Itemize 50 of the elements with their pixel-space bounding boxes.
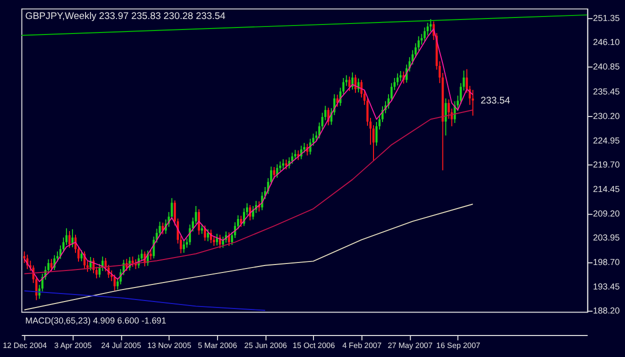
candlestick bbox=[273, 166, 276, 180]
candlestick bbox=[50, 258, 52, 272]
y-tick-label: 198.70 bbox=[593, 257, 620, 268]
line-series bbox=[24, 110, 474, 274]
x-tick-label: 4 Feb 2007 bbox=[342, 341, 382, 350]
y-tick-label: 188.20 bbox=[593, 306, 620, 316]
y-tick-label: 230.20 bbox=[593, 110, 620, 121]
candlestick bbox=[68, 230, 71, 248]
candlestick bbox=[285, 159, 288, 170]
x-tick-label: 15 Oct 2006 bbox=[292, 341, 335, 350]
candlestick bbox=[132, 256, 134, 268]
x-tick-label: 24 Jul 2005 bbox=[101, 341, 142, 350]
text: MACD(30,65,23) 4.909 6.600 -1.691 bbox=[25, 315, 166, 326]
candlestick bbox=[162, 222, 164, 235]
candlestick bbox=[348, 76, 350, 92]
line-series bbox=[24, 204, 474, 310]
y-tick-label: 209.20 bbox=[593, 208, 620, 218]
y-tick-label: 193.45 bbox=[593, 281, 620, 292]
candlestick bbox=[291, 152, 294, 164]
annotation: 233.54 bbox=[480, 95, 511, 106]
y-tick-label: 235.45 bbox=[593, 86, 620, 97]
y-tick-label: 219.70 bbox=[593, 160, 620, 170]
candlestick bbox=[282, 158, 284, 170]
candlestick bbox=[297, 150, 300, 161]
candlestick bbox=[400, 70, 402, 82]
x-tick-label: 16 Sep 2007 bbox=[436, 341, 480, 350]
candlestick bbox=[80, 250, 83, 262]
candlestick bbox=[150, 250, 152, 260]
chart-title: GBPJPY,Weekly 233.97 235.83 230.28 233.54 bbox=[25, 11, 226, 22]
x-tick-label: 3 Apr 2005 bbox=[54, 341, 92, 350]
y-tick-label: 251.35 bbox=[593, 12, 620, 23]
x-tick-label: 13 Nov 2005 bbox=[147, 341, 192, 350]
candlestick bbox=[472, 89, 474, 116]
y-tick-label: 203.95 bbox=[593, 232, 620, 243]
y-tick-label: 224.95 bbox=[593, 135, 620, 146]
candlestick bbox=[444, 98, 447, 136]
candlestick bbox=[396, 72, 399, 86]
y-tick-label: 240.85 bbox=[593, 62, 620, 72]
y-tick-label: 246.10 bbox=[593, 37, 620, 48]
candlestick bbox=[300, 145, 302, 160]
candlestick bbox=[430, 18, 432, 32]
x-tick-label: 5 Mar 2006 bbox=[198, 341, 238, 350]
y-tick-label: 214.45 bbox=[593, 184, 620, 194]
candlestick bbox=[294, 149, 296, 160]
candlestick bbox=[424, 26, 426, 42]
candlestick bbox=[182, 240, 185, 254]
x-tick-label: 25 Jun 2006 bbox=[244, 341, 287, 350]
x-tick-label: 27 May 2007 bbox=[388, 341, 433, 350]
line-series bbox=[24, 290, 266, 311]
x-tick-label: 12 Dec 2004 bbox=[2, 341, 48, 350]
